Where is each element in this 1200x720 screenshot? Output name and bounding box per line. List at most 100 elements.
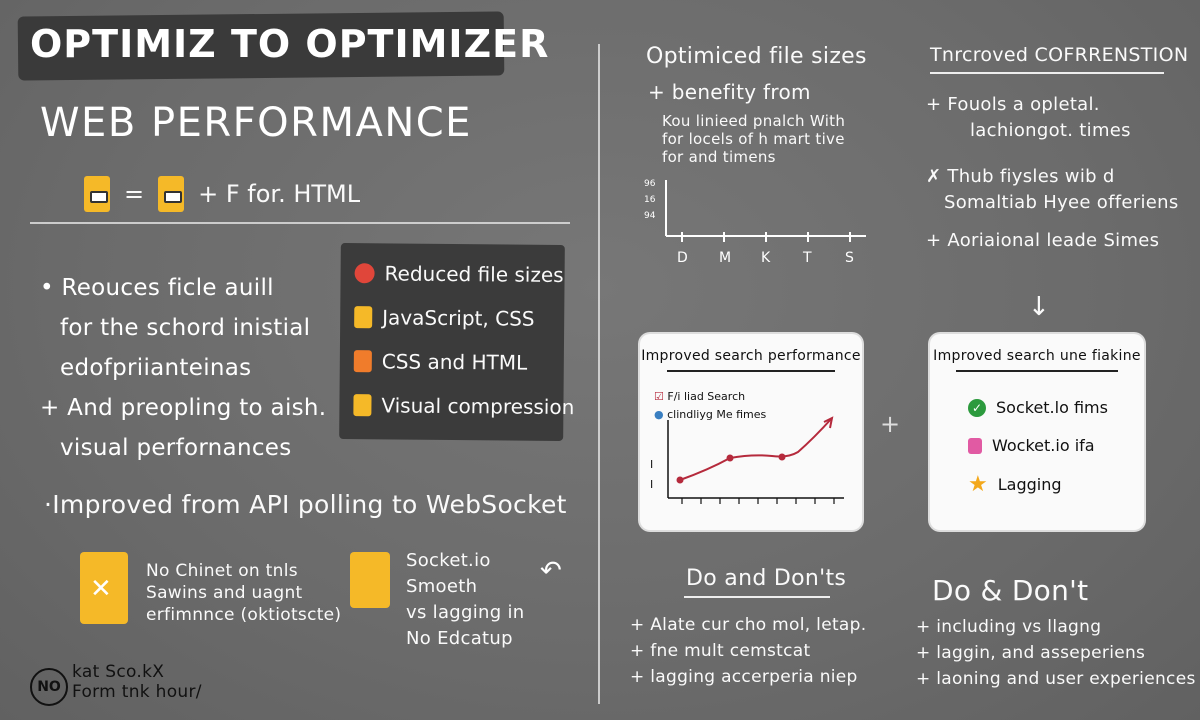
list-item: lachiongot. times [970,120,1131,141]
page-subtitle: WEB PERFORMANCE [40,100,472,146]
panel-item-visual: Visual compression [339,383,574,429]
benefit-line: + benefity from [648,80,811,104]
panel-item-label: CSS and HTML [381,349,528,375]
do-dont-heading: Do & Don't [932,574,1089,607]
features-panel: Reduced file sizes JavaScript, CSS CSS a… [339,243,574,441]
horizontal-divider [30,222,570,224]
star-icon: ★ [968,472,988,497]
trend-point [676,476,684,484]
list-item: + lagging accerperia niep [630,667,858,687]
panel-item-js: JavaScript, CSS [340,295,564,341]
footer-note: kat Sco.kX Form tnk hour/ [72,662,202,702]
undo-arrow-icon: ↶ [540,556,562,586]
left-bullets: • Reouces ficle auill for the schord ini… [40,268,340,468]
arrow-down-icon: ↓ [1028,292,1050,322]
heading-underline [930,72,1164,74]
list-item: + including vs llagng [916,617,1102,637]
plus-icon: + [880,410,901,438]
bag-icon [968,437,982,454]
socket-line: Smoeth [406,576,478,597]
sketch-axis-chart: 96 16 94 D M K T S [644,179,866,266]
do-dont-list: + including vs llagng + laggin, and asse… [916,614,1196,692]
equation-row: = + F for. HTML [84,170,360,218]
list-item: + Aoriaional leade Simes [926,230,1160,251]
compression-heading: Tnrcroved COFRRENSTION [930,44,1189,66]
panel-item-label: Visual compression [381,393,575,420]
trend-point [726,454,734,462]
card-item-lagging: ★ Lagging [968,472,1062,497]
legend-label: clindliyg Me fimes [667,408,767,421]
bullet-line: + And preopling to aish. [40,395,327,421]
note-line: for and timens [662,148,776,166]
bullet-line: visual perfornances [60,435,292,461]
legend-search: ☑ F/i liad Search [654,390,745,403]
vertical-divider [598,44,600,704]
file-icon [84,176,110,212]
x-tick-label: S [845,250,854,266]
card-title-underline [666,370,836,372]
heading-underline [684,596,830,598]
big-file-icon: ✕ [80,552,128,624]
search-features-card: Improved search une fiakine ✓ Socket.lo … [930,334,1144,530]
bag-icon [353,350,372,373]
trend-chart: I I [650,416,844,504]
card-item-label: Socket.lo fims [996,398,1108,417]
socket-line: Socket.io [406,550,491,571]
list-item: + laggin, and asseperiens [916,643,1146,663]
page-title: OPTIMIZ TO OPTIMIZER [30,22,550,66]
footer-line: Form tnk hour/ [72,682,202,702]
file-sizes-notes: Kou linieed pnalch With for locels of h … [662,112,845,166]
list-item: + Alate cur cho mol, letap. [630,615,867,635]
card-item-label: Lagging [997,475,1062,494]
socket-text: Socket.io Smoeth vs lagging in No Edcatu… [406,548,525,652]
footer-line: kat Sco.kX [72,662,165,682]
api-heading: ·Improved from API polling to WebSocket [44,490,567,519]
list-item: + laoning and user experiences [916,669,1196,689]
equals-sign: = [124,180,145,208]
trend-point [778,453,786,461]
socket-line: No Edcatup [406,628,513,649]
x-tick-label: D [677,250,688,266]
card-title: Improved search performance [641,348,861,364]
panel-item-reduced: Reduced file sizes [340,251,564,297]
panel-item-label: Reduced file sizes [384,261,564,287]
x-tick-label: M [719,250,731,266]
list-item: Somaltiab Hyee offeriens [944,192,1179,213]
api-note-line: Sawins and uagnt [146,583,303,603]
flag-icon [354,263,375,284]
file-icon [158,176,185,212]
bullet-line: for the schord inistial [60,315,311,341]
list-item: + Fouols a opletal. [926,94,1100,115]
y-tick-label: 16 [644,195,656,205]
card-item-wocket: Wocket.io ifa [968,436,1095,455]
globe-icon: ● [654,408,664,421]
panel-item-css: CSS and HTML [340,339,564,385]
y-tick-label: 94 [644,211,656,221]
compression-list: + Fouols a opletal. lachiongot. times ✗ … [926,92,1179,254]
x-tick-label: K [761,250,771,266]
note-line: for locels of h mart tive [662,130,845,148]
file-icon [354,306,373,329]
api-note: No Chinet on tnls Sawins and uagnt erfim… [146,560,341,626]
card-title: Improved search une fiakine [933,348,1141,364]
check-circle-icon: ✓ [968,398,986,417]
y-tick-label: 96 [644,179,656,189]
api-note-line: erfimnnce (oktiotscte) [146,605,342,625]
file-sizes-heading: Optimiced file sizes [646,44,867,69]
socket-icon [350,552,390,608]
y-label: I [650,478,653,491]
no-badge: NO [30,668,68,706]
x-tick-label: T [802,250,812,266]
equation-rest: + F for. HTML [198,180,361,208]
api-note-line: No Chinet on tnls [146,561,298,581]
list-item: + fne mult cemstcat [630,641,811,661]
arrow-head [823,416,834,429]
do-donts-list: + Alate cur cho mol, letap. + fne mult c… [630,612,866,690]
y-label: I [650,458,653,471]
card-title-underline [955,370,1119,372]
list-item: ✗ Thub fiysles wib d [926,166,1115,187]
legend-times: ● clindliyg Me fimes [654,408,766,421]
panel-item-label: JavaScript, CSS [382,305,535,331]
card-item-label: Wocket.io ifa [992,436,1095,455]
